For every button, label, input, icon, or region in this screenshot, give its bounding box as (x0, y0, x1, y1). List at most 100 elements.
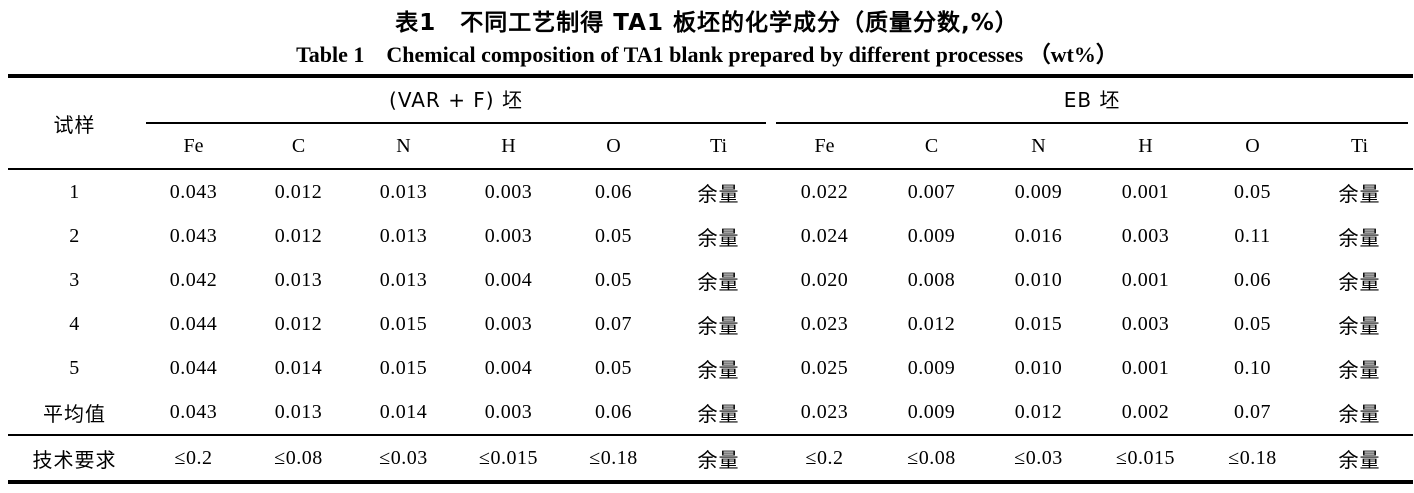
group-header-eb-label: EB 坯 (1063, 88, 1121, 112)
value-cell: 0.024 (800, 224, 849, 247)
table-row: 平均值 0.043 0.013 0.014 0.003 0.06 余量 0.023 0.009 0… (8, 390, 1413, 435)
table-row: 1 0.043 0.012 0.013 0.003 0.06 余量 0.022 0.007 0.0… (8, 169, 1413, 214)
value-cell: 0.022 (800, 180, 849, 203)
value-cell: 0.05 (595, 268, 632, 291)
value-cell: 余量 (697, 269, 740, 294)
value-cell: 余量 (1338, 225, 1381, 250)
table-row: 2 0.043 0.012 0.013 0.003 0.05 余量 0.024 0.009 0.0… (8, 214, 1413, 258)
row-label: 技术要求 (8, 434, 141, 482)
value-cell: 0.015 (379, 312, 428, 335)
value-cell: 0.013 (379, 180, 428, 203)
value-cell: 0.003 (484, 224, 533, 247)
table-row: 5 0.044 0.014 0.015 0.004 0.05 余量 0.025 0.009 0.0… (8, 346, 1413, 390)
column-header-n: N (985, 124, 1093, 170)
value-cell: ≤0.08 (246, 434, 351, 482)
value-cell: 0.06 (595, 180, 632, 203)
value-cell: ≤0.015 (456, 434, 561, 482)
value-cell: 0.009 (907, 224, 956, 247)
value-cell: 0.10 (1234, 356, 1272, 379)
value-cell: 余量 (697, 401, 740, 426)
value-cell: 0.012 (274, 312, 323, 335)
column-header-n: N (351, 124, 456, 170)
value-cell: 0.003 (484, 180, 533, 203)
value-cell: 0.023 (800, 312, 849, 335)
value-cell: 0.07 (595, 312, 632, 335)
row-label: 4 (69, 312, 80, 335)
value-cell: 0.015 (379, 356, 428, 379)
value-cell: 0.012 (274, 180, 323, 203)
row-label: 平均值 (43, 401, 106, 426)
element-header-row: Fe C N H O Ti Fe C N H O Ti (8, 124, 1414, 170)
value-cell: 余量 (697, 181, 740, 206)
value-cell: 0.05 (595, 356, 632, 379)
value-cell: 0.044 (169, 312, 218, 335)
table-row: 3 0.042 0.013 0.013 0.004 0.05 余量 0.020 0.008 0.0… (8, 258, 1413, 302)
value-cell: 0.013 (379, 224, 428, 247)
value-cell: ≤0.03 (351, 434, 456, 482)
value-cell: ≤0.2 (141, 434, 246, 482)
value-cell: 0.013 (274, 268, 323, 291)
value-cell: 0.11 (1234, 224, 1271, 247)
group-header-row: 试样 (VAR + F) 坯 EB 坯 (8, 76, 1413, 170)
value-cell: 余量 (697, 225, 740, 250)
value-cell: 0.014 (274, 356, 323, 379)
value-cell: 0.004 (484, 356, 533, 379)
value-cell: 0.015 (1014, 312, 1063, 335)
column-header-c: C (246, 124, 351, 170)
value-cell: 0.020 (800, 268, 849, 291)
group-header-var-f: (VAR + F) 坯 (141, 76, 771, 124)
table-row: 4 0.044 0.012 0.015 0.003 0.07 余量 0.023 0.012 0.0… (8, 302, 1413, 346)
value-cell: 0.001 (1121, 356, 1170, 379)
value-cell: 0.043 (169, 400, 218, 423)
table-title-en: Table 1 Chemical composition of TA1 blan… (296, 42, 1118, 67)
value-cell: 0.05 (1234, 180, 1272, 203)
row-label: 5 (69, 356, 80, 379)
value-cell: 0.009 (1014, 180, 1063, 203)
value-cell: 0.009 (907, 400, 956, 423)
value-cell: 0.002 (1121, 400, 1170, 423)
value-cell: 0.003 (1121, 224, 1170, 247)
value-cell: ≤0.18 (561, 434, 666, 482)
value-cell: 0.07 (1234, 400, 1272, 423)
column-header-ti: Ti (1306, 124, 1414, 170)
value-cell: 0.008 (907, 268, 956, 291)
value-cell: 余量 (1306, 434, 1414, 482)
value-cell: 0.003 (1121, 312, 1170, 335)
value-cell: 余量 (666, 434, 772, 482)
value-cell: 0.012 (907, 312, 956, 335)
value-cell: 0.014 (379, 400, 428, 423)
value-cell: 余量 (1338, 313, 1381, 338)
value-cell: 0.003 (484, 312, 533, 335)
value-cell: ≤0.2 (771, 434, 879, 482)
value-cell: 0.023 (800, 400, 849, 423)
value-cell: 0.043 (169, 180, 218, 203)
column-header-o: O (1199, 124, 1307, 170)
value-cell: 0.06 (1234, 268, 1272, 291)
value-cell: 余量 (1338, 181, 1381, 206)
value-cell: 0.044 (169, 356, 218, 379)
value-cell: 余量 (697, 357, 740, 382)
table-titles: 表1 不同工艺制得 TA1 板坯的化学成分（质量分数,%） Table 1 Ch… (0, 0, 1414, 70)
column-header-h: H (1092, 124, 1200, 170)
value-cell: 0.004 (484, 268, 533, 291)
value-cell: 0.042 (169, 268, 218, 291)
value-cell: 0.010 (1014, 356, 1063, 379)
row-label: 1 (69, 180, 80, 203)
column-header-sample: 试样 (8, 76, 141, 170)
composition-table: 试样 (VAR + F) 坯 EB 坯 Fe C N H O Ti Fe C N… (8, 74, 1414, 484)
value-cell: 0.05 (595, 224, 632, 247)
value-cell: 余量 (1338, 269, 1381, 294)
value-cell: 0.007 (907, 180, 956, 203)
column-header-h: H (456, 124, 561, 170)
value-cell: ≤0.08 (878, 434, 986, 482)
column-header-o: O (561, 124, 666, 170)
value-cell: 余量 (1338, 401, 1381, 426)
row-label: 3 (69, 268, 80, 291)
value-cell: 0.010 (1014, 268, 1063, 291)
value-cell: 0.001 (1121, 180, 1170, 203)
spec-requirement-row: 技术要求 ≤0.2 ≤0.08 ≤0.03 ≤0.015 ≤0.18 余量 ≤0.2 ≤0.08… (8, 434, 1414, 482)
value-cell: 0.025 (800, 356, 849, 379)
value-cell: 0.009 (907, 356, 956, 379)
value-cell: 余量 (1338, 357, 1381, 382)
